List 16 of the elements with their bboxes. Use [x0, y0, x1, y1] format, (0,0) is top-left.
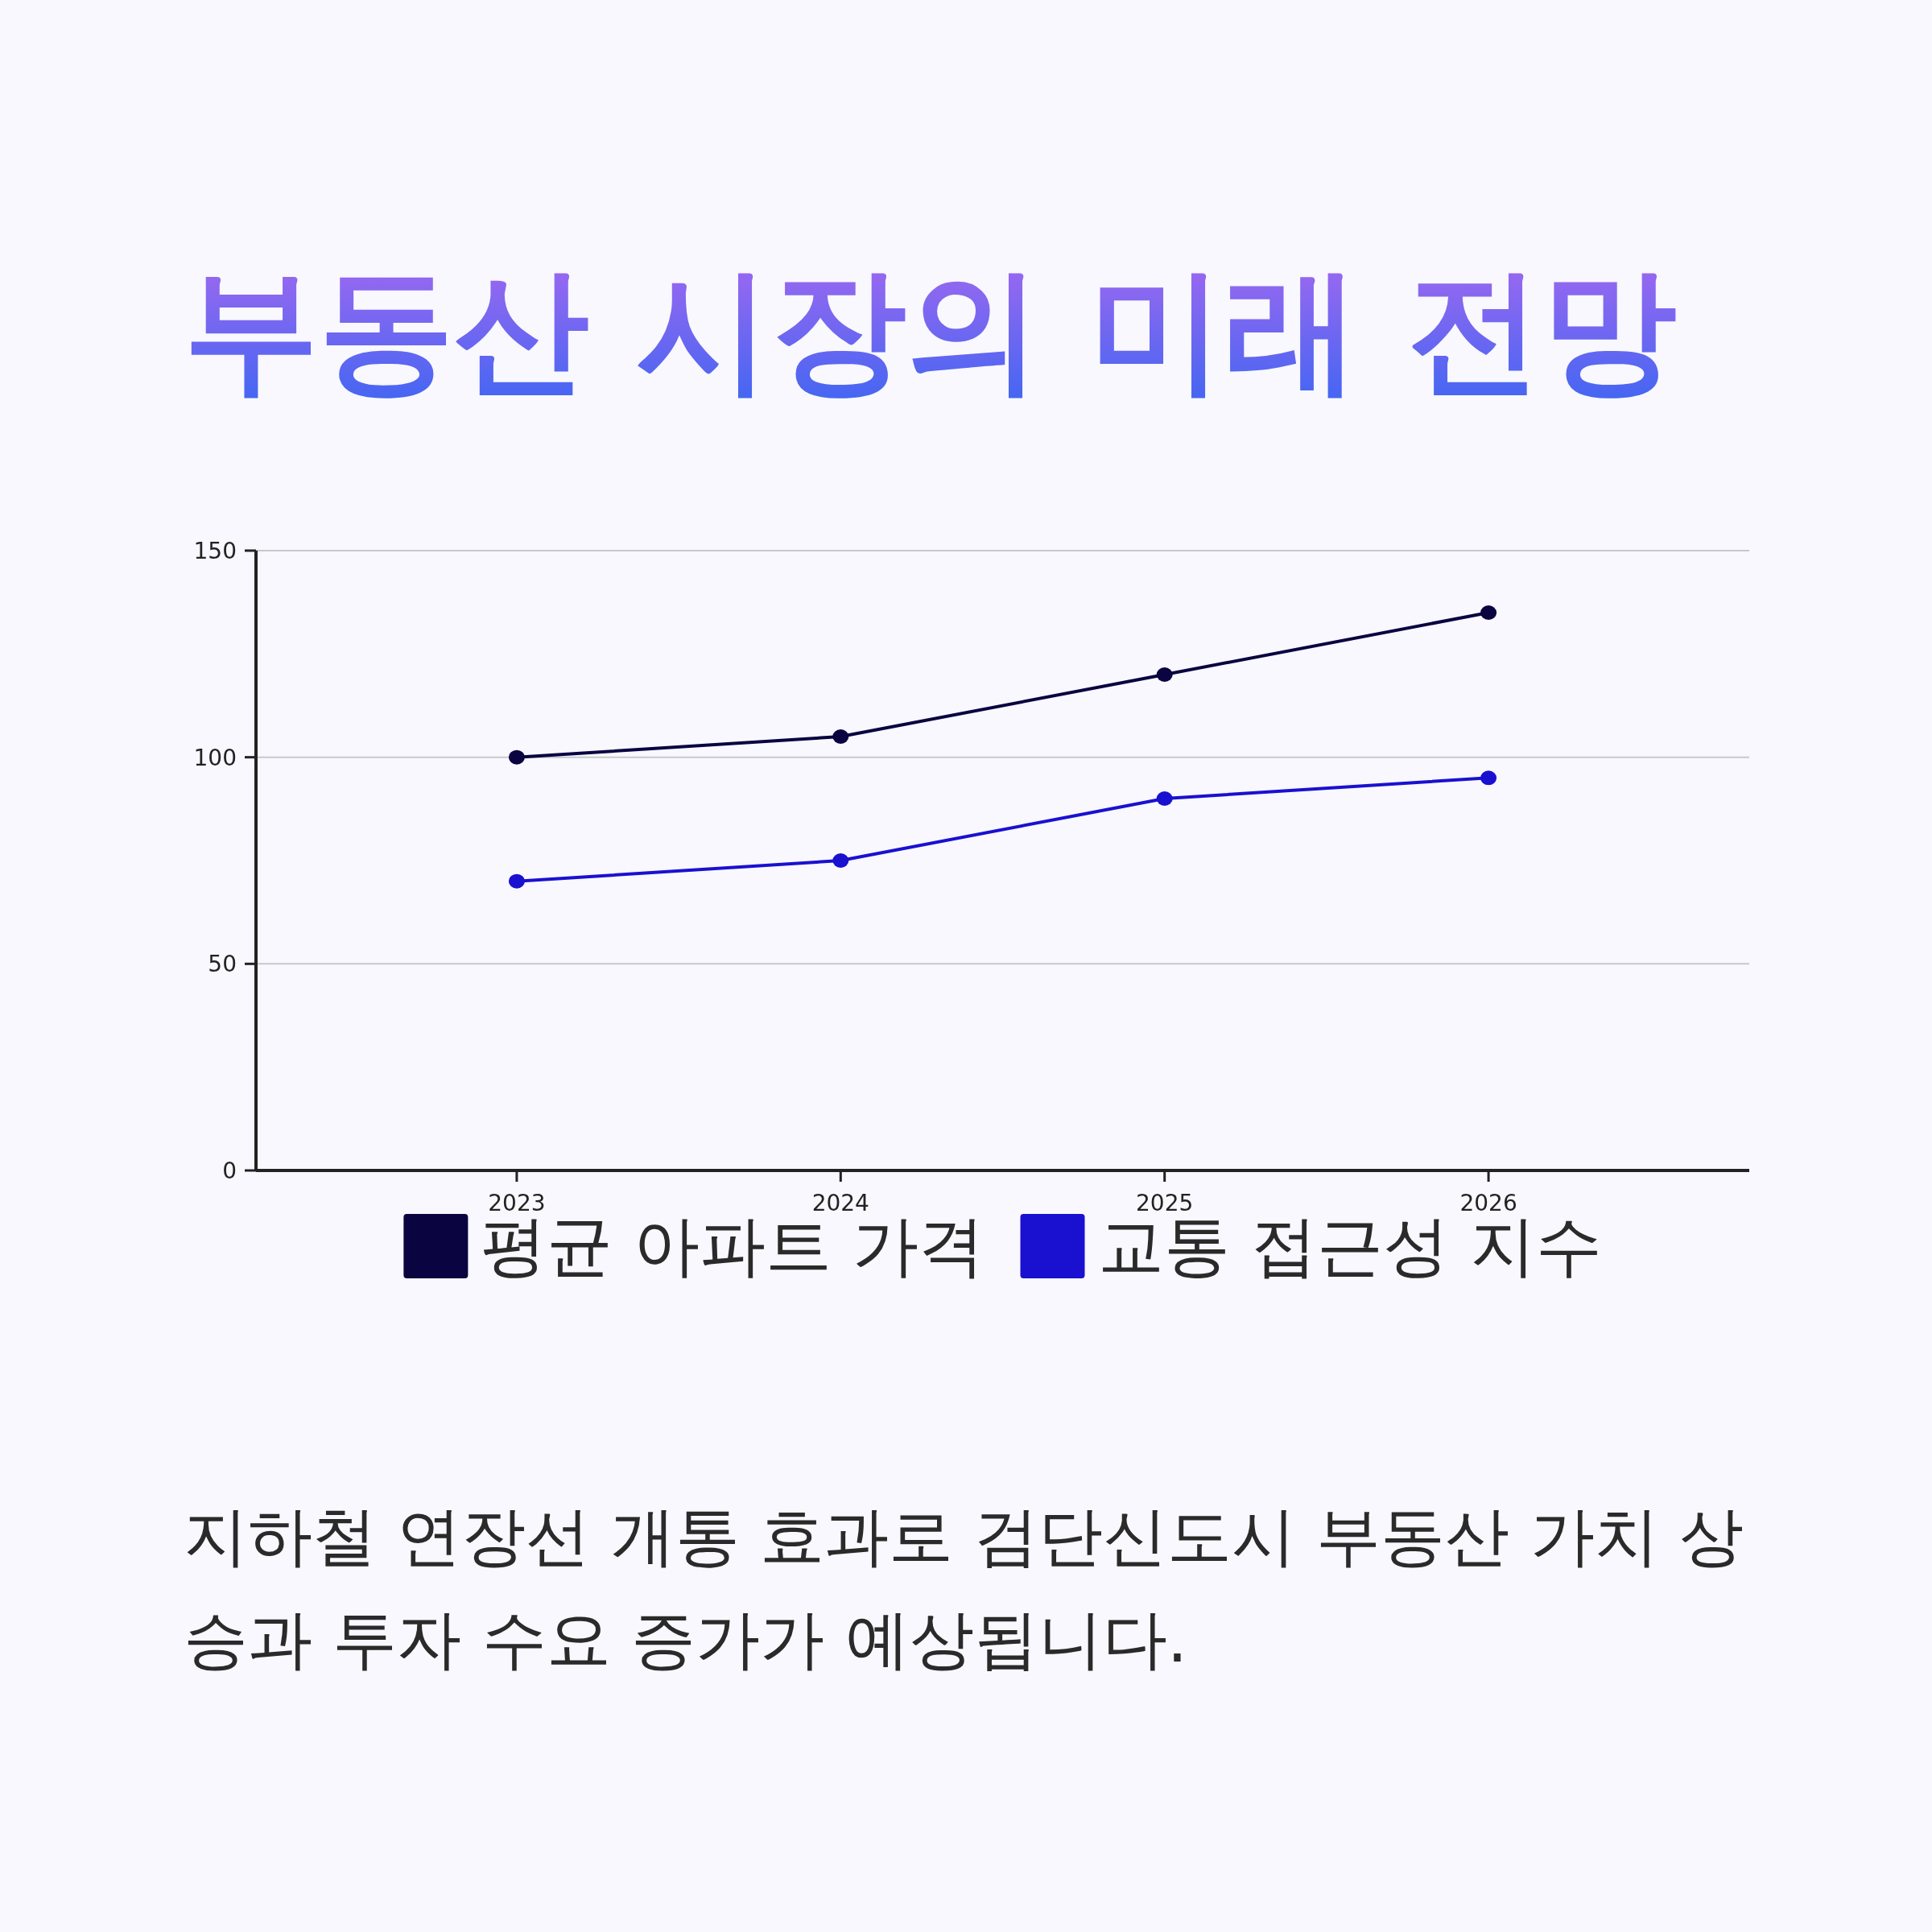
- point: [832, 853, 849, 868]
- point: [832, 729, 849, 744]
- point: [1480, 770, 1497, 786]
- x-tick-label: 2026: [1459, 1190, 1517, 1216]
- y-tick-label: 0: [222, 1158, 237, 1184]
- point: [1156, 791, 1173, 806]
- y-tick-label: 150: [193, 538, 237, 564]
- point: [508, 749, 525, 765]
- x-tick-label: 2024: [811, 1190, 869, 1216]
- point: [1480, 605, 1497, 620]
- y-tick-label: 100: [193, 744, 237, 771]
- text: 지하철 연장선 개통 효과로 검단신도시 부동산 가치 상승과 투자 수요 증가가 예상됩니다.: [184, 1498, 1744, 1678]
- y-tick-label: 50: [208, 951, 237, 978]
- point: [508, 873, 525, 889]
- point: [1156, 667, 1173, 682]
- chart-title: 부동산 시장의 미래 전망: [184, 251, 1678, 409]
